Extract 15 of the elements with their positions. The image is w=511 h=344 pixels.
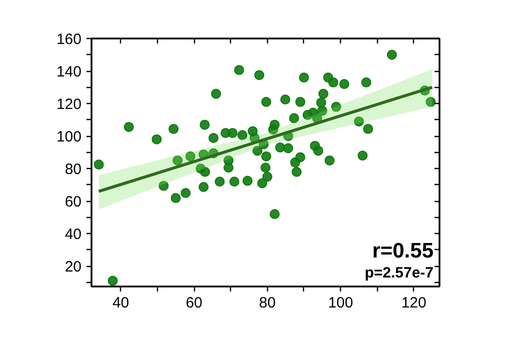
annotation: r=0.55 — [372, 240, 434, 262]
y-tick-label: 140 — [56, 64, 82, 81]
x-tick-label: 40 — [112, 294, 130, 312]
y-tick-label: 100 — [56, 128, 82, 146]
x-tick-label: 100 — [328, 294, 354, 312]
x-tick-label: 80 — [258, 294, 276, 312]
y-tick-label: 60 — [64, 194, 82, 211]
y-tick-label: 20 — [64, 258, 82, 276]
y-tick-label: 40 — [64, 226, 82, 244]
x-tick-label: 120 — [401, 294, 426, 312]
y-tick-label: 160 — [56, 31, 82, 48]
y-tick-label: 120 — [56, 96, 82, 114]
annotation: p=2.57e-7 — [364, 264, 434, 282]
y-tick-label: 80 — [64, 161, 82, 178]
x-tick-label: 60 — [186, 294, 202, 312]
